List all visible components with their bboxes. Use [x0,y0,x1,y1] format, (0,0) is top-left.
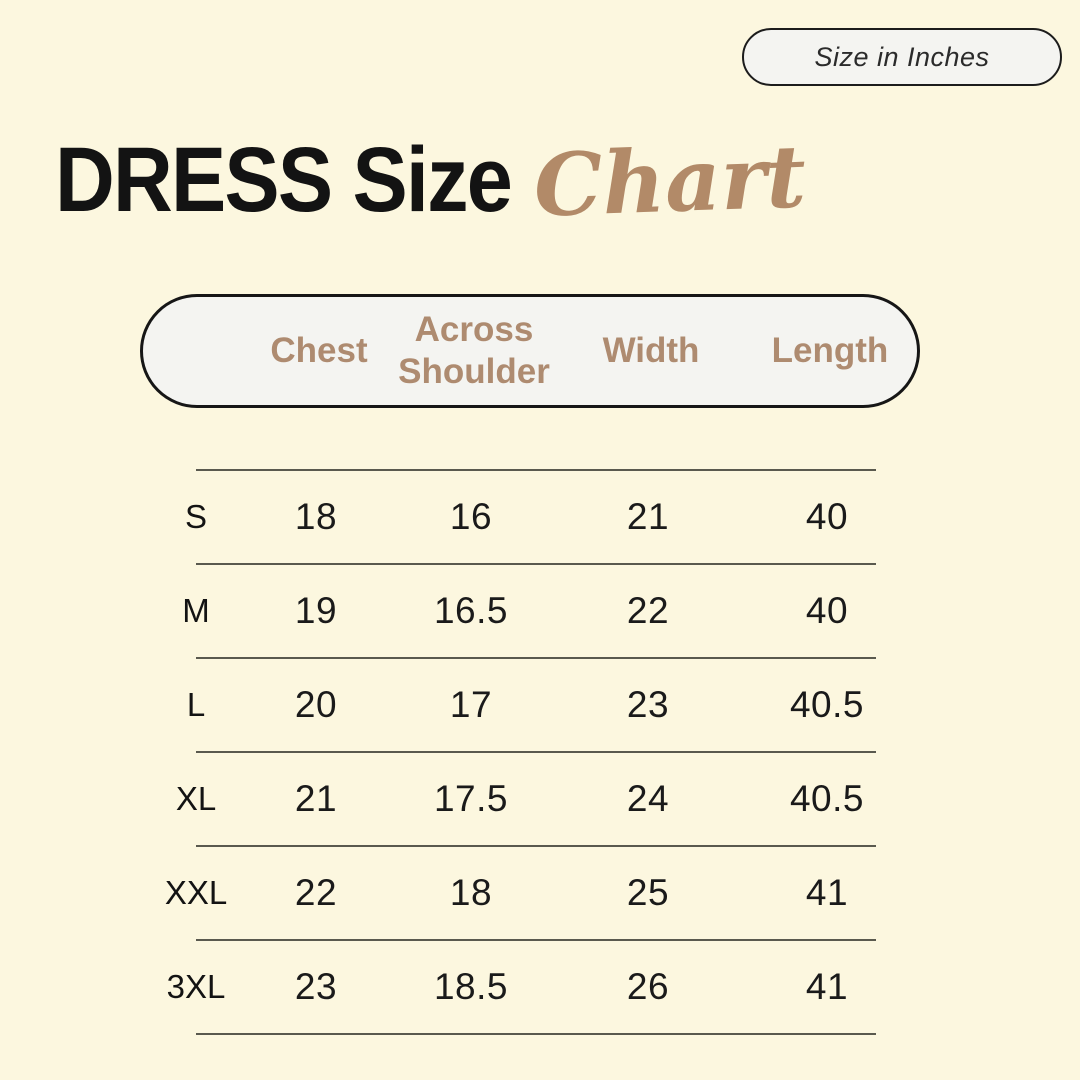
chest-value: 19 [294,590,338,631]
table-row-3xl: 3XL 23 18.5 26 41 [140,941,920,1033]
chest-value: 23 [294,966,338,1007]
table-row-xl: XL 21 17.5 24 40.5 [140,753,920,845]
row-divider [196,845,876,847]
length-value: 40 [805,590,849,631]
width-value: 26 [626,966,670,1007]
size-label: 3XL [166,968,226,1005]
size-label: L [186,686,206,723]
across-shoulder-value: 18 [449,872,493,913]
width-value: 22 [626,590,670,631]
across-shoulder-value: 17.5 [433,778,508,819]
chest-value: 21 [294,778,338,819]
width-value: 21 [626,496,670,537]
size-label: XL [175,780,217,817]
row-divider [196,657,876,659]
across-shoulder-value: 17 [449,684,493,725]
units-badge: Size in Inches [742,28,1062,86]
units-badge-label: Size in Inches [814,41,990,72]
length-value: 40 [805,496,849,537]
row-divider [196,1033,876,1035]
size-table: S 18 16 21 40 M 19 16.5 22 40 L 20 17 23… [140,469,920,1035]
chest-value: 20 [294,684,338,725]
title-script: Chart [531,126,808,237]
size-label: XXL [164,874,228,911]
size-label: M [182,592,210,629]
row-divider [196,939,876,941]
table-row-m: M 19 16.5 22 40 [140,565,920,657]
column-header-length: Length [771,331,889,370]
table-row-xxl: XXL 22 18 25 41 [140,847,920,939]
width-value: 23 [626,684,670,725]
table-row-l: L 20 17 23 40.5 [140,659,920,751]
row-divider [196,469,876,471]
length-value: 41 [805,966,849,1007]
column-header-width: Width [602,331,700,370]
chest-value: 18 [294,496,338,537]
title-main: DRESS Size [55,129,513,231]
width-value: 25 [626,872,670,913]
column-header-chest: Chest [270,331,368,370]
length-value: 41 [805,872,849,913]
row-divider [196,563,876,565]
row-divider [196,751,876,753]
across-shoulder-value: 16 [449,496,493,537]
length-value: 40.5 [789,684,864,725]
width-value: 24 [626,778,670,819]
table-header-bar: Chest Across Shoulder Width Length [140,294,920,408]
length-value: 40.5 [789,778,864,819]
table-row-s: S 18 16 21 40 [140,471,920,563]
page-title: DRESS Size Chart [55,126,808,237]
chest-value: 22 [294,872,338,913]
across-shoulder-value: 16.5 [433,590,508,631]
size-label: S [184,498,207,535]
column-header-across-shoulder: Across Shoulder [398,310,550,391]
across-shoulder-value: 18.5 [433,966,508,1007]
